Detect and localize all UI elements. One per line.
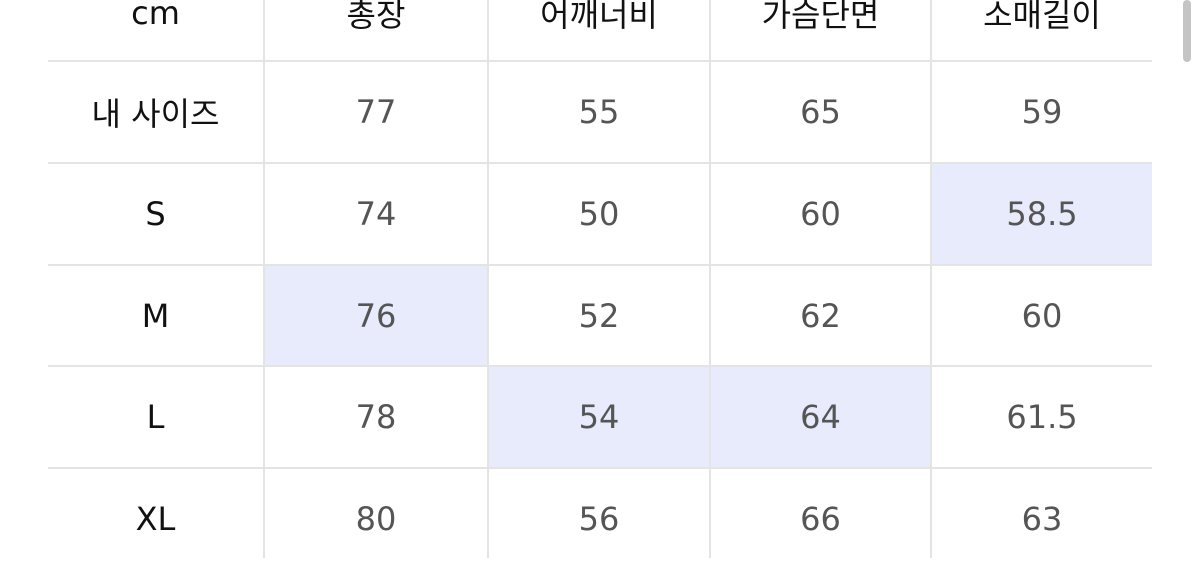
table-cell: 59 [1021,93,1063,131]
table-cell: 63 [1021,500,1063,538]
row-label: S [145,195,166,233]
table-cell: 55 [578,93,620,131]
table-cell: 74 [355,195,397,233]
header-cell: cm [131,0,180,32]
header-cell: 가슴단면 [761,0,880,34]
table-cell: 52 [578,297,620,335]
header-cell: 어깨너비 [540,0,658,34]
table-cell: 77 [355,93,397,131]
row-divider [48,264,1152,266]
header-cell: 총장 [346,0,406,34]
table-cell: 56 [578,500,620,538]
table-cell: 80 [355,500,397,538]
row-divider [48,467,1152,469]
row-label: XL [135,500,176,538]
column-divider [487,0,489,558]
scrollbar[interactable] [1183,0,1191,62]
table-cell: 61.5 [1006,398,1078,436]
table-cell: 65 [800,93,841,131]
table-cell: 76 [265,266,487,366]
header-cell: 소매길이 [983,0,1101,34]
row-divider [48,60,1152,62]
table-cell: 64 [711,367,930,467]
column-divider [263,0,265,558]
table-cell: 60 [800,195,841,233]
table-cell: 54 [489,367,709,467]
table-cell: 50 [578,195,620,233]
column-divider [930,0,932,558]
table-cell: 58.5 [932,164,1152,264]
row-divider [48,162,1152,164]
column-divider [709,0,711,558]
row-label: L [146,398,165,436]
table-cell: 66 [800,500,841,538]
table-cell: 62 [800,297,841,335]
table-cell: 78 [355,398,397,436]
row-label: M [141,297,170,335]
table-cell: 60 [1021,297,1063,335]
row-divider [48,365,1152,367]
row-label: 내 사이즈 [91,95,220,133]
